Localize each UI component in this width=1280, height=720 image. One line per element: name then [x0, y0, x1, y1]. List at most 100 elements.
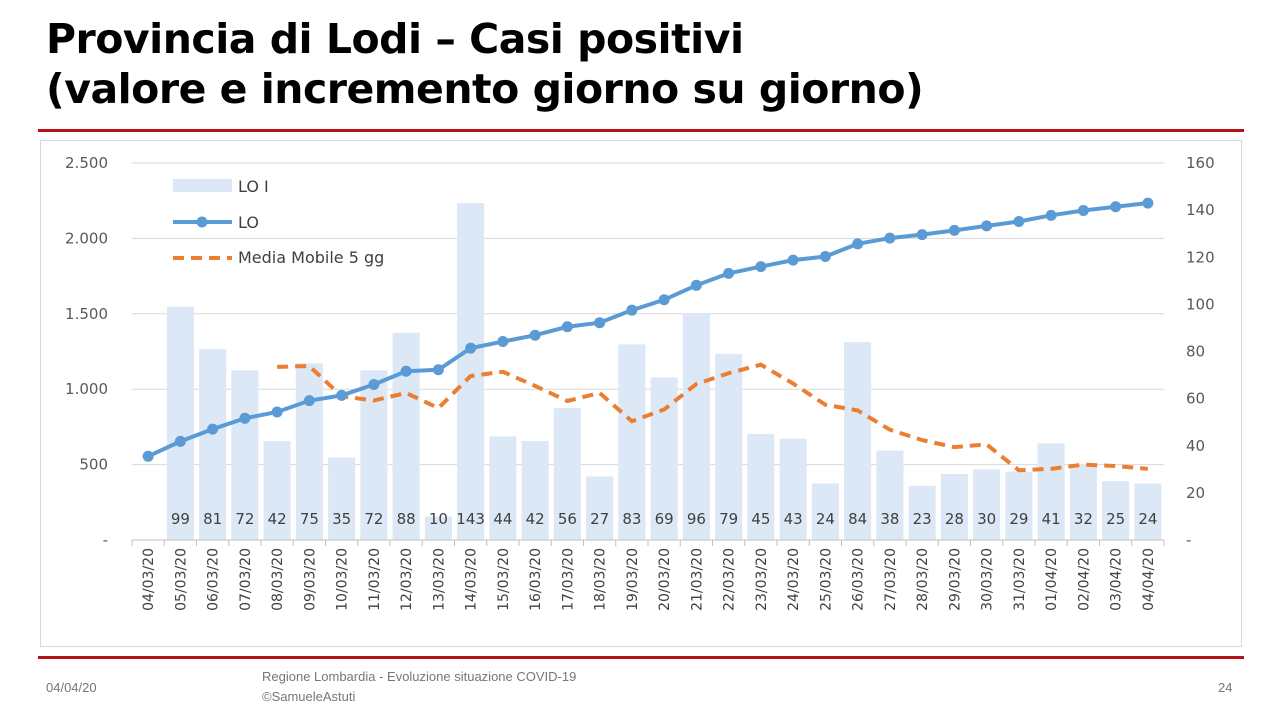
left-tick-label: 2.000: [65, 229, 108, 247]
bar-data-label: 29: [1009, 510, 1028, 528]
bar-data-label: 35: [332, 510, 351, 528]
x-tick-label: 04/04/20: [1141, 548, 1157, 611]
x-tick-label: 11/03/20: [367, 548, 383, 611]
lo-point: [916, 229, 928, 241]
bar-data-label: 27: [590, 510, 609, 528]
bottom-rule: [38, 656, 1244, 659]
top-rule: [38, 129, 1244, 132]
lo-point: [658, 294, 670, 306]
bar-data-label: 24: [1138, 510, 1157, 528]
left-tick-label: 500: [79, 456, 108, 474]
x-tick-label: 03/04/20: [1109, 548, 1125, 611]
bar: [811, 483, 839, 540]
bar: [747, 433, 775, 540]
footer-copyright: ©SamueleAstuti: [262, 689, 356, 704]
x-tick-label: 21/03/20: [689, 548, 705, 611]
bar: [1037, 443, 1065, 540]
lo-point: [174, 435, 186, 447]
bar-data-label: 41: [1042, 510, 1061, 528]
bar-data-label: 79: [719, 510, 738, 528]
x-tick-label: 15/03/20: [496, 548, 512, 611]
bar-data-label: 72: [364, 510, 383, 528]
lo-point: [723, 267, 735, 279]
right-tick-label: 40: [1186, 437, 1205, 455]
lo-point: [594, 317, 606, 329]
lo-point: [336, 389, 348, 401]
bar: [1069, 464, 1097, 540]
bar-data-label: 83: [622, 510, 641, 528]
bar-data-label: 99: [171, 510, 190, 528]
legend-label: Media Mobile 5 gg: [238, 248, 384, 267]
right-tick-label: -: [1186, 531, 1191, 549]
x-tick-label: 27/03/20: [883, 548, 899, 611]
lo-point: [1110, 201, 1122, 213]
lo-point: [755, 261, 767, 273]
x-tick-label: 30/03/20: [980, 548, 996, 611]
left-tick-label: 2.500: [65, 154, 108, 172]
bar: [328, 457, 356, 540]
left-tick-label: 1.500: [65, 305, 108, 323]
x-tick-label: 22/03/20: [722, 548, 738, 611]
x-tick-label: 13/03/20: [431, 548, 447, 611]
legend-bar-swatch: [173, 179, 232, 192]
lo-point: [497, 336, 509, 348]
bar: [908, 485, 936, 540]
bar-data-label: 42: [526, 510, 545, 528]
lo-point: [626, 304, 638, 316]
bar: [489, 436, 517, 540]
x-tick-label: 16/03/20: [528, 548, 544, 611]
legend-label: LO I: [238, 177, 269, 196]
right-tick-label: 100: [1186, 295, 1215, 313]
lo-point: [852, 238, 864, 250]
left-tick-label: 1.000: [65, 380, 108, 398]
lo-point: [271, 406, 283, 418]
lo-point: [948, 224, 960, 236]
chart-area: [40, 140, 1242, 647]
x-tick-label: 08/03/20: [270, 548, 286, 611]
x-tick-label: 29/03/20: [947, 548, 963, 611]
x-tick-label: 10/03/20: [335, 548, 351, 611]
bar-data-label: 44: [493, 510, 512, 528]
bar: [779, 438, 807, 540]
lo-point: [142, 450, 154, 462]
lo-point: [400, 365, 412, 377]
x-tick-label: 19/03/20: [625, 548, 641, 611]
x-tick-label: 02/04/20: [1076, 548, 1092, 611]
lo-point: [819, 250, 831, 262]
right-tick-label: 160: [1186, 154, 1215, 172]
bar: [392, 332, 420, 540]
lo-point: [303, 395, 315, 407]
bar: [295, 363, 323, 540]
lo-point: [465, 342, 477, 354]
left-tick-label: -: [103, 531, 108, 549]
bar: [876, 450, 904, 540]
bar-data-label: 88: [397, 510, 416, 528]
bar: [1134, 483, 1162, 540]
bar: [618, 344, 646, 540]
bar: [424, 516, 452, 540]
bar-data-label: 84: [848, 510, 867, 528]
bar-data-label: 81: [203, 510, 222, 528]
lo-point: [787, 254, 799, 266]
bar: [553, 408, 581, 540]
bar: [1005, 471, 1033, 540]
bar: [1102, 481, 1130, 540]
lo-point: [1142, 197, 1154, 209]
lo-point: [690, 279, 702, 291]
lo-point: [207, 423, 219, 435]
lo-point: [981, 220, 993, 232]
title-line-1: Provincia di Lodi – Casi positivi: [46, 15, 744, 63]
bar-data-label: 28: [945, 510, 964, 528]
bar-data-label: 69: [655, 510, 674, 528]
lo-point: [432, 364, 444, 376]
footer-page-number: 24: [1218, 680, 1233, 695]
x-tick-label: 01/04/20: [1044, 548, 1060, 611]
footer-date: 04/04/20: [46, 680, 97, 695]
x-tick-label: 06/03/20: [206, 548, 222, 611]
x-tick-label: 24/03/20: [786, 548, 802, 611]
lo-point: [1013, 216, 1025, 228]
lo-point: [1077, 205, 1089, 217]
footer-source: Regione Lombardia - Evoluzione situazion…: [262, 669, 577, 684]
x-tick-label: 28/03/20: [915, 548, 931, 611]
